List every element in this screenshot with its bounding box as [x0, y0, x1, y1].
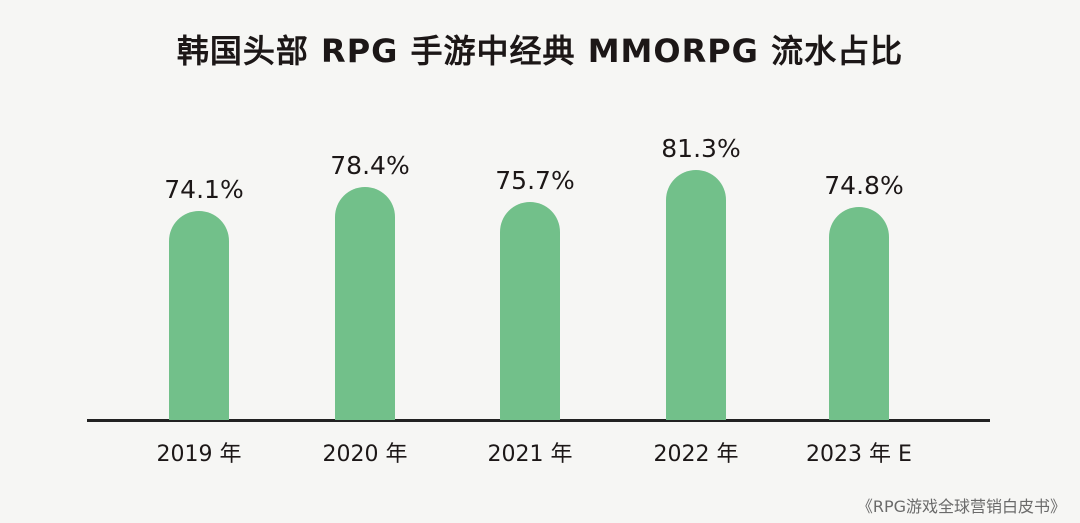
value-label: 81.3% — [661, 134, 741, 163]
bar-2 — [500, 202, 560, 420]
bar-4 — [829, 207, 889, 420]
value-label: 74.8% — [824, 171, 904, 200]
x-axis-line — [87, 419, 990, 422]
chart-title: 韩国头部 RPG 手游中经典 MMORPG 流水占比 — [176, 32, 904, 70]
bar-3 — [666, 170, 726, 420]
value-label: 75.7% — [495, 166, 575, 195]
category-label: 2023 年 E — [806, 442, 912, 467]
category-label: 2021 年 — [487, 442, 573, 467]
category-label: 2020 年 — [322, 442, 408, 467]
value-label: 78.4% — [330, 151, 410, 180]
source-caption: 《RPG游戏全球营销白皮书》 — [856, 497, 1066, 516]
category-label: 2019 年 — [156, 442, 242, 467]
category-label: 2022 年 — [653, 442, 739, 467]
bar-0 — [169, 211, 229, 420]
bar-1 — [335, 187, 395, 420]
value-label: 74.1% — [164, 175, 244, 204]
